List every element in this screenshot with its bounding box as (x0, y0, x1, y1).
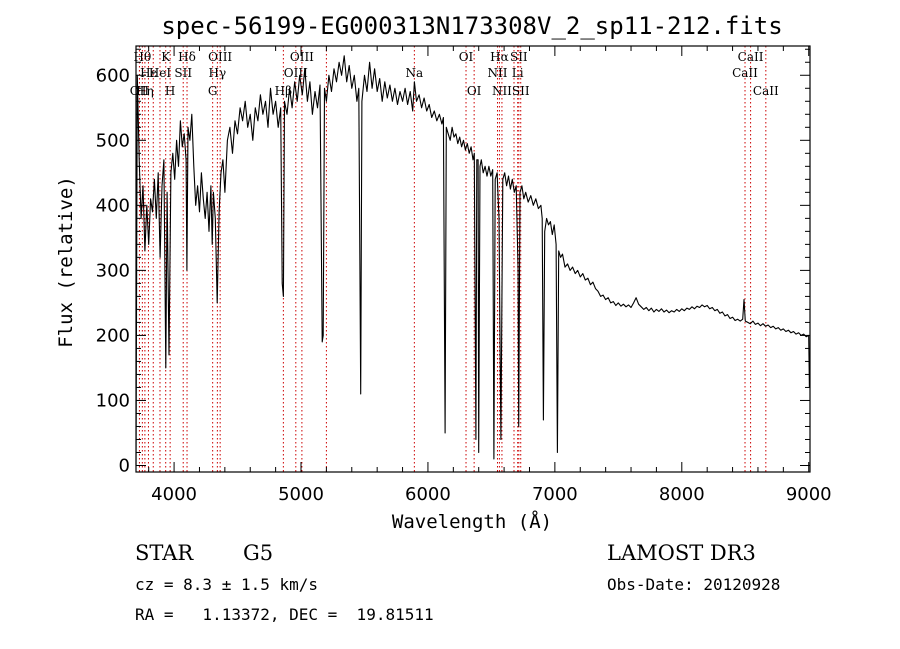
y-tick-label: 300 (96, 260, 130, 281)
x-tick-label: 5000 (278, 484, 324, 505)
y-tick-label: 400 (96, 195, 130, 216)
spectral-line-label: OIII (208, 50, 232, 64)
survey-name: LAMOST DR3 (607, 541, 756, 565)
spectral-line-label: Hη (136, 84, 154, 98)
spectral-line-label: OIII (290, 50, 314, 64)
y-tick-label: 100 (96, 390, 130, 411)
x-tick-label: 8000 (659, 484, 705, 505)
redshift-cz: cz = 8.3 ± 1.5 km/s (135, 575, 318, 594)
spectral-line-label: Li (512, 66, 524, 80)
spectral-line-label: SII (510, 50, 528, 64)
plot-frame (135, 45, 811, 473)
x-tick-label: 6000 (405, 484, 451, 505)
spectral-line-label: Hθ (133, 50, 151, 64)
x-axis-ticks: 4000 5000 6000 7000 8000 9000 (148, 46, 832, 505)
x-tick-label: 9000 (786, 484, 832, 505)
chart-title: spec-56199-EG000313N173308V_2_sp11-212.f… (161, 12, 782, 40)
spectral-line-markers (138, 46, 767, 472)
spectral-line-label: OI (467, 84, 482, 98)
x-axis-label: Wavelength (Å) (392, 510, 552, 533)
spectral-line-label: OI (459, 50, 474, 64)
spectral-line-label: Hα (490, 50, 509, 64)
object-subclass: G5 (243, 541, 273, 565)
y-tick-label: 600 (96, 65, 130, 86)
spectral-line-label: CaII (753, 84, 779, 98)
spectral-line-label: CaII (738, 50, 764, 64)
spectral-line-label: Na (406, 66, 424, 80)
x-tick-label: 7000 (532, 484, 578, 505)
y-tick-label: 0 (119, 455, 130, 476)
spectral-line-label: Hγ (209, 66, 227, 80)
spectral-line-label: Hε (140, 66, 157, 80)
object-class: STAR (135, 541, 194, 565)
spectral-line-label: OIII (284, 66, 308, 80)
spectral-line-label: OII (130, 84, 150, 98)
spectral-line-label: H (165, 84, 175, 98)
observation-date: Obs-Date: 20120928 (607, 575, 780, 594)
spectral-line-label: CaII (732, 66, 758, 80)
spectral-line-label: Hδ (178, 50, 196, 64)
y-axis-label: Flux (relative) (55, 176, 77, 348)
spectrum-series-line (135, 55, 810, 466)
spectral-line-label: SII (512, 84, 530, 98)
y-axis-ticks: 0 100 200 300 400 500 600 (96, 48, 810, 476)
spectral-line-label: NII (492, 84, 512, 98)
x-tick-label: 4000 (151, 484, 197, 505)
y-tick-label: 200 (96, 325, 130, 346)
spectral-line-label: K (161, 50, 171, 64)
spectral-line-label: Hβ (275, 84, 292, 98)
spectral-line-label: SII (174, 66, 192, 80)
ra-dec-coordinates: RA = 1.13372, DEC = 19.81511 (135, 605, 434, 624)
y-tick-label: 500 (96, 130, 130, 151)
spectral-line-label: NII (488, 66, 508, 80)
spectral-line-label: G (208, 84, 218, 98)
spectral-line-label: HeI (149, 66, 172, 80)
